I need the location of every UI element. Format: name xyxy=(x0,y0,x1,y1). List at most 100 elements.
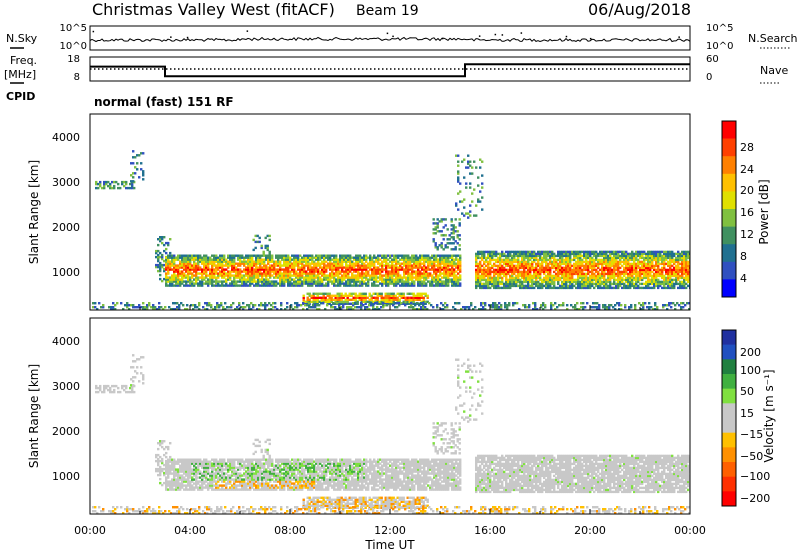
noise-spike xyxy=(170,36,172,38)
power-cell xyxy=(500,304,502,306)
power-cell xyxy=(342,304,344,306)
power-cell xyxy=(132,176,134,178)
power-cell xyxy=(157,244,159,246)
power-cell xyxy=(286,302,288,304)
power-panel: 4000 3000 2000 1000 Slant Range [km] xyxy=(27,114,692,310)
power-cell xyxy=(269,251,271,253)
noise-spike xyxy=(521,32,523,34)
power-cell xyxy=(457,170,459,172)
power-cell xyxy=(620,304,622,306)
power-cell xyxy=(481,186,483,188)
power-cell xyxy=(566,304,568,306)
power-cell xyxy=(142,302,144,304)
power-cell xyxy=(457,165,459,167)
power-cell xyxy=(125,181,127,183)
power-cell xyxy=(516,302,518,304)
noise-panel: 10^5 10^0 10^5 10^0 xyxy=(60,23,734,52)
colorbar-swatch xyxy=(722,209,736,227)
power-cell xyxy=(562,302,564,304)
noise-spike xyxy=(590,38,592,40)
power-ytick-label: 1000 xyxy=(52,266,80,279)
power-cell xyxy=(335,255,337,257)
noise-spike xyxy=(93,31,95,33)
power-cell xyxy=(263,251,265,253)
velocity-cell xyxy=(140,366,142,368)
power-cell xyxy=(484,302,486,304)
power-heatmap-cells xyxy=(92,150,692,310)
frequency-panel: 18 8 60 0 xyxy=(67,54,718,83)
power-cell xyxy=(404,304,406,306)
power-cell xyxy=(136,162,138,164)
noise-series-line xyxy=(90,38,690,42)
power-cell xyxy=(576,302,578,304)
power-cell xyxy=(656,306,658,308)
power-cell xyxy=(459,234,461,236)
power-cell xyxy=(479,166,481,168)
power-cell xyxy=(132,180,134,182)
power-y-axis-label: Slant Range [km] xyxy=(27,160,41,264)
power-cell xyxy=(459,182,461,184)
power-cell xyxy=(232,302,234,304)
radar-figure: N.Sky Freq. [MHz] CPID N.Search Nave 10^… xyxy=(0,0,800,554)
power-cell xyxy=(474,306,476,308)
power-cell xyxy=(102,304,104,306)
power-cell xyxy=(447,246,449,248)
noise-spike xyxy=(479,35,481,37)
power-cell xyxy=(94,302,96,304)
power-cell xyxy=(198,302,200,304)
power-cell xyxy=(453,236,455,238)
power-cell xyxy=(220,302,222,304)
power-cell xyxy=(308,302,310,304)
power-cell xyxy=(142,170,144,172)
power-colorbar: 28 24 20 16 12 8 4 Power [dB] xyxy=(722,121,771,297)
velocity-cell xyxy=(142,382,144,384)
power-cell xyxy=(132,162,134,164)
velocity-cell xyxy=(136,372,138,374)
power-cell xyxy=(210,304,212,306)
power-cell xyxy=(158,302,160,304)
power-cell xyxy=(445,234,447,236)
power-cell xyxy=(463,206,465,208)
power-cbar-tick: 16 xyxy=(740,206,754,219)
power-cell xyxy=(332,302,334,304)
power-cbar-tick: 24 xyxy=(740,163,754,176)
power-cell xyxy=(544,304,546,306)
power-cell xyxy=(459,222,461,224)
power-cell xyxy=(473,161,475,163)
velocity-cell xyxy=(132,354,134,356)
power-cell xyxy=(469,214,471,216)
colorbar-swatch xyxy=(722,121,736,139)
power-cell xyxy=(481,182,483,184)
power-colorbar-ticks: 28 24 20 16 12 8 4 xyxy=(740,141,754,285)
power-colorbar-swatches xyxy=(722,121,736,297)
power-cell xyxy=(433,218,435,220)
power-cell xyxy=(386,304,388,306)
power-cell xyxy=(459,218,461,220)
colorbar-swatch xyxy=(722,244,736,262)
power-cell xyxy=(471,200,473,202)
power-cell xyxy=(255,247,257,249)
power-cell xyxy=(471,192,473,194)
power-cell xyxy=(116,302,118,304)
power-cbar-tick: 28 xyxy=(740,141,754,154)
velocity-cell xyxy=(134,376,136,378)
power-cell xyxy=(286,306,288,308)
power-cell xyxy=(303,295,305,297)
power-cell xyxy=(165,252,167,254)
power-colorbar-label: Power [dB] xyxy=(757,179,771,244)
power-cell xyxy=(433,238,435,240)
power-cell xyxy=(159,274,161,276)
power-cell xyxy=(455,218,457,220)
power-cell xyxy=(459,282,461,284)
cpid-label: CPID xyxy=(6,90,35,103)
noise-left-tick-top: 10^5 xyxy=(60,23,87,34)
power-cell xyxy=(477,176,479,178)
power-cell xyxy=(138,176,140,178)
power-cell xyxy=(267,245,269,247)
noise-spike xyxy=(247,30,249,32)
power-cell xyxy=(481,196,483,198)
power-cell xyxy=(117,183,119,185)
power-cell xyxy=(459,274,461,276)
power-cell xyxy=(670,306,672,308)
noise-spike xyxy=(387,33,389,35)
